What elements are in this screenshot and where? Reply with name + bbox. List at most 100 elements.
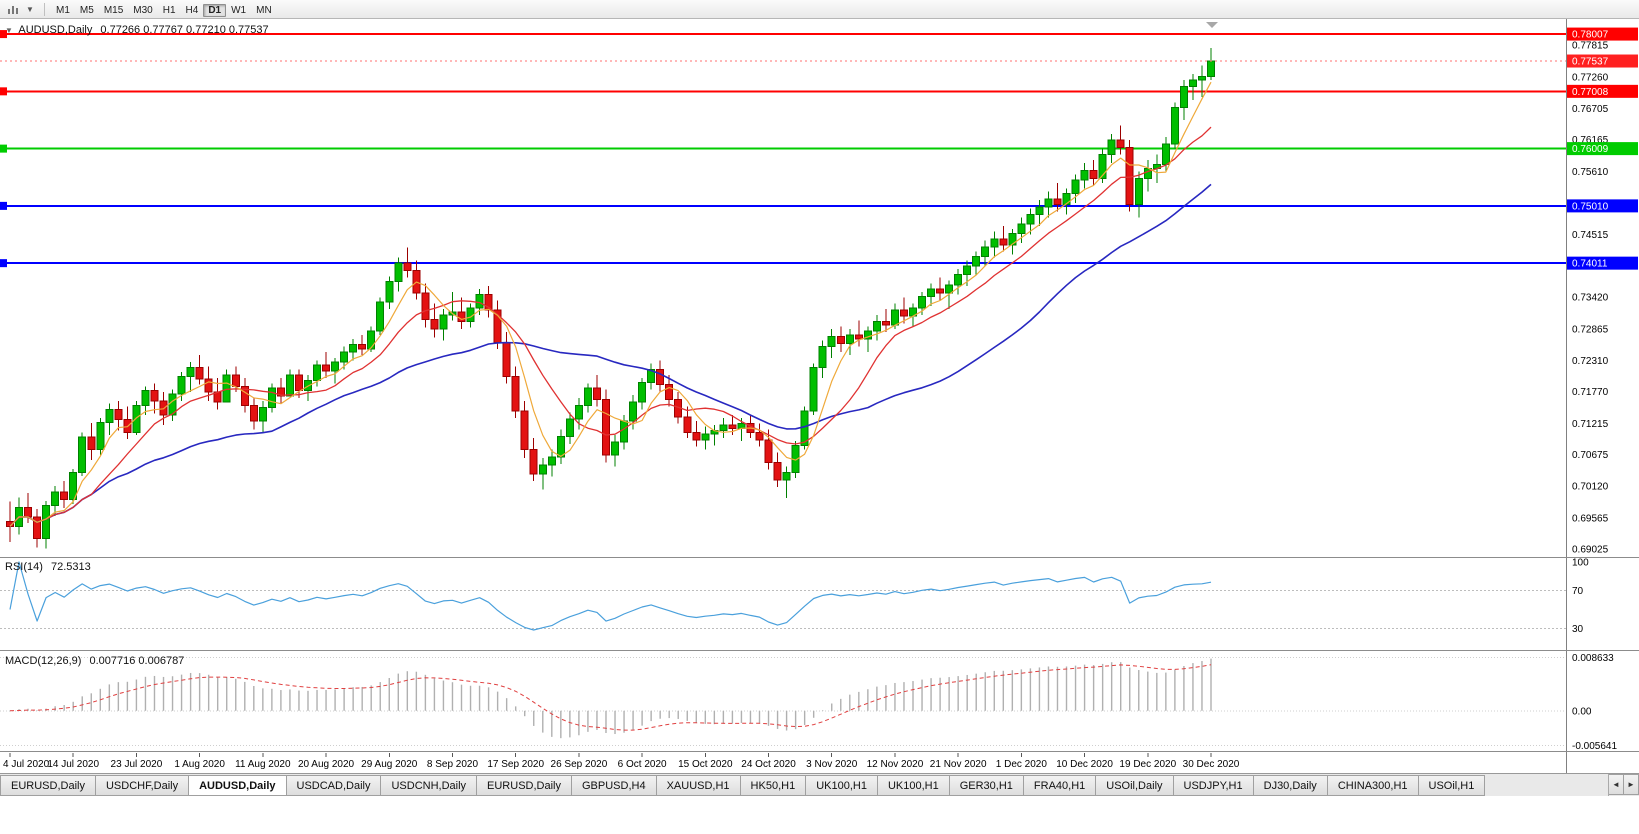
macd-bar <box>605 710 607 734</box>
timeframe-button-m30[interactable]: M30 <box>133 5 153 16</box>
tab-scroll-right-button[interactable]: ► <box>1624 774 1639 795</box>
macd-bar <box>244 681 246 711</box>
macd-bar <box>198 673 201 711</box>
timeframe-button-h1[interactable]: H1 <box>162 5 176 16</box>
candle-body <box>78 436 87 473</box>
chart-dropdown-icon[interactable]: ▼ <box>26 4 34 14</box>
price-badge-label: 0.74011 <box>1572 259 1608 270</box>
timeframe-button-w1[interactable]: W1 <box>231 5 247 16</box>
candle-body <box>972 255 981 267</box>
macd-bar <box>1183 665 1185 711</box>
macd-bar <box>758 710 761 724</box>
candle-body <box>755 431 764 441</box>
timeframe-button-m15[interactable]: M15 <box>103 5 124 16</box>
candle-body <box>529 449 538 475</box>
chart-tab-usoil-daily[interactable]: USOil,Daily <box>1096 775 1174 796</box>
chart-tab-hk50-h1[interactable]: HK50,H1 <box>740 775 807 796</box>
candle-body <box>484 294 493 311</box>
chart-tab-usdcad-daily[interactable]: USDCAD,Daily <box>286 775 382 796</box>
chart-tab-eurusd-daily[interactable]: EURUSD,Daily <box>0 775 96 796</box>
timeframe-button-d1[interactable]: D1 <box>203 4 227 17</box>
price-badge <box>1567 256 1638 270</box>
macd-bar <box>749 710 752 724</box>
macd-bar <box>867 689 869 711</box>
price-tick-label: 0.72865 <box>1572 324 1609 335</box>
macd-tick-label: 0.008633 <box>1572 653 1614 664</box>
macd-panel[interactable] <box>0 656 1566 747</box>
macd-bar <box>659 710 661 719</box>
chart-canvas[interactable]: 0.77815 0.77260 0.76705 0.76165 0.75610 0.745… <box>0 19 1639 773</box>
candle-body <box>276 387 285 397</box>
macd-tick-label: -0.005641 <box>1572 741 1617 752</box>
chart-tab-usoil-h1[interactable]: USOil,H1 <box>1418 775 1486 796</box>
chart-tab-eurusd-daily[interactable]: EURUSD,Daily <box>477 775 572 796</box>
candle-body <box>511 376 520 412</box>
price-tick-label: 0.71215 <box>1572 419 1609 430</box>
candle-body <box>42 505 51 539</box>
timeframe-button-m1[interactable]: M1 <box>56 5 70 16</box>
macd-bar <box>9 710 11 712</box>
macd-bar <box>776 710 779 729</box>
macd-bar <box>984 672 986 711</box>
chart-tab-uk100-h1[interactable]: UK100,H1 <box>806 775 878 796</box>
macd-bar <box>27 708 29 711</box>
macd-bar <box>731 710 734 724</box>
candle-body <box>574 404 583 420</box>
macd-bar <box>90 693 92 711</box>
tab-scroll-left-button[interactable]: ◄ <box>1609 774 1624 795</box>
rsi-panel[interactable] <box>0 561 1566 631</box>
candle-body <box>990 238 999 248</box>
candle-body <box>890 309 899 326</box>
chart-tab-usdchf-daily[interactable]: USDCHF,Daily <box>95 775 190 796</box>
macd-bar <box>460 684 463 711</box>
timeframe-button-mn[interactable]: MN <box>256 5 272 16</box>
chart-tab-dj30-daily[interactable]: DJ30,Daily <box>1253 775 1328 796</box>
hline-handle[interactable] <box>0 87 7 96</box>
macd-bar <box>379 682 381 711</box>
macd-bar <box>144 676 147 711</box>
rsi-value: 72.5313 <box>50 561 91 573</box>
candle-body <box>538 464 547 475</box>
bar-chart-icon[interactable] <box>4 2 20 17</box>
date-label: 12 Nov 2020 <box>867 759 924 770</box>
macd-bar <box>207 674 210 711</box>
candle-body <box>69 471 78 500</box>
timeframe-button-h4[interactable]: H4 <box>185 5 199 16</box>
candle-body <box>249 404 258 422</box>
hline-handle[interactable] <box>0 201 7 210</box>
macd-bar <box>1110 662 1113 711</box>
chart-tab-ger30-h1[interactable]: GER30,H1 <box>949 775 1024 796</box>
chart-tab-gbpusd-h4[interactable]: GBPUSD,H4 <box>572 775 657 796</box>
macd-bar <box>1047 666 1050 711</box>
hline-handle[interactable] <box>0 259 7 268</box>
rsi-line <box>9 561 1212 631</box>
chart-tab-xauusd-h1[interactable]: XAUUSD,H1 <box>656 775 741 796</box>
date-label: 23 Jul 2020 <box>111 759 163 770</box>
macd-bar <box>1065 666 1068 711</box>
price-tick-label: 0.70120 <box>1572 482 1609 493</box>
chart-tab-china300-h1[interactable]: CHINA300,H1 <box>1327 775 1419 796</box>
macd-bar <box>1138 670 1140 711</box>
macd-bar <box>650 710 652 722</box>
macd-bar <box>1165 672 1167 711</box>
hline-handle[interactable] <box>0 144 7 153</box>
candle-body <box>963 265 972 276</box>
chart-tab-usdjpy-h1[interactable]: USDJPY,H1 <box>1173 775 1254 796</box>
chart-tab-uk100-h1[interactable]: UK100,H1 <box>877 775 950 796</box>
chart-tab-fra40-h1[interactable]: FRA40,H1 <box>1023 775 1097 796</box>
macd-bar <box>903 682 905 711</box>
macd-bar <box>126 681 129 711</box>
candle-body <box>349 344 358 353</box>
hline-handle[interactable] <box>0 30 7 39</box>
macd-bar <box>668 710 670 719</box>
chart-tab-audusd-daily[interactable]: AUDUSD,Daily <box>189 775 287 796</box>
timeframe-button-m5[interactable]: M5 <box>79 5 94 16</box>
chart-tab-usdcnh-daily[interactable]: USDCNH,Daily <box>381 775 478 796</box>
macd-bar <box>1056 666 1059 711</box>
candle-body <box>87 436 96 451</box>
main-chart-panel[interactable] <box>0 22 1566 549</box>
chart-corner-icon[interactable]: ▼ <box>5 26 13 35</box>
chart-shift-marker[interactable] <box>1206 22 1218 28</box>
candle-body <box>150 389 159 402</box>
date-label: 1 Aug 2020 <box>174 759 225 770</box>
